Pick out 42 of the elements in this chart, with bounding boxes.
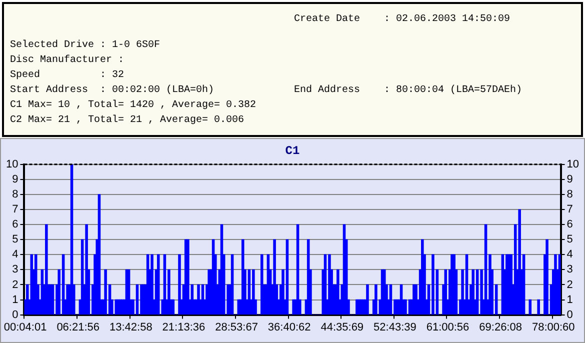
y-tick-label: 5: [12, 234, 18, 246]
x-tick-label: 61:00:56: [426, 321, 470, 334]
y2-tick-label: 6: [566, 218, 573, 231]
y-tick-label: 4: [12, 248, 18, 261]
text: Disc Manufacturer :: [10, 55, 124, 66]
text: Start Address : 00:02:00 (LBA=0h): [10, 85, 214, 96]
text: Create Date : 02.06.2003 14:50:09: [294, 14, 510, 25]
x-tick-label: 00:04:01: [4, 321, 47, 334]
x-tick-label: 36:40:62: [268, 321, 311, 334]
x-tick-label: 28:53:67: [215, 321, 258, 334]
x-tick-label: 69:26:08: [479, 321, 522, 334]
y2-tick-label: 9: [566, 173, 573, 186]
y2-tick-label: 8: [566, 188, 573, 201]
y-tick-label: 10: [6, 158, 18, 170]
x-tick-label: 52:43:39: [374, 321, 416, 334]
y-tick-label: 8: [12, 188, 18, 201]
y-tick-label: 7: [12, 204, 18, 216]
x-tick-label: 44:35:69: [320, 321, 364, 334]
y2-tick-label: 1: [566, 294, 573, 306]
y2-tick-label: 0: [566, 308, 573, 321]
text: Selected Drive : 1-0 6S0F: [10, 40, 160, 51]
text: Speed : 32: [10, 70, 124, 81]
text: End Address : 80:00:04 (LBA=57DAEh): [294, 85, 522, 96]
y-tick-label: 6: [12, 218, 18, 231]
y2-tick-label: 10: [566, 158, 580, 170]
y-tick-label: 3: [12, 264, 18, 276]
chart-title: C1: [285, 144, 300, 158]
x-tick-label: 21:13:36: [162, 321, 206, 334]
y-tick-label: 0: [12, 308, 18, 321]
y2-tick-label: 5: [566, 234, 573, 246]
y2-tick-label: 2: [566, 278, 573, 291]
x-tick-label: 06:21:56: [56, 321, 100, 334]
y2-tick-label: 3: [566, 264, 573, 276]
text: C2 Max= 21 , Total= 21 , Average= 0.006: [10, 115, 244, 126]
y2-tick-label: 7: [566, 204, 573, 216]
text: C1 Max= 10 , Total= 1420 , Average= 0.382: [10, 100, 256, 111]
y-tick-label: 9: [12, 173, 18, 186]
y-tick-label: 1: [12, 294, 18, 306]
x-tick-label: 78:00:60: [532, 321, 575, 334]
x-tick-label: 13:42:58: [109, 321, 152, 334]
y2-tick-label: 4: [566, 248, 573, 261]
y-tick-label: 2: [12, 278, 18, 291]
